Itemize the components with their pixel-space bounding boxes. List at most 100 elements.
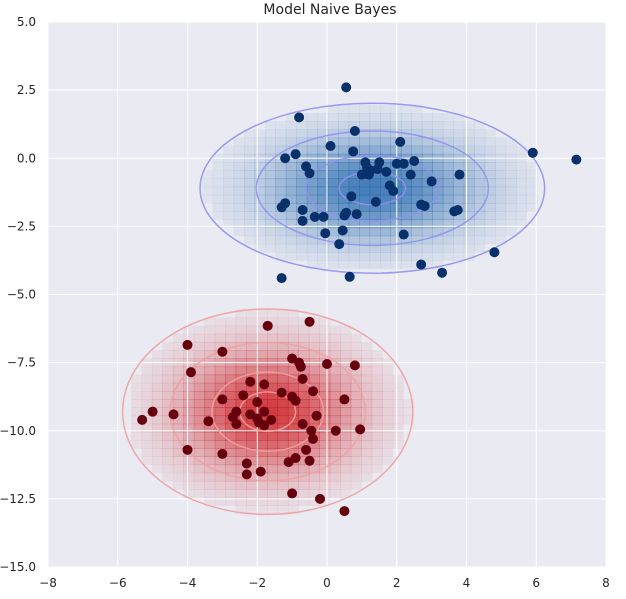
heat-cell-0	[495, 145, 507, 155]
data-point	[405, 169, 416, 180]
heat-cell-0	[285, 145, 297, 155]
heat-cell-1	[371, 423, 383, 433]
heat-cell-0	[275, 227, 287, 237]
heat-cell-1	[392, 423, 404, 433]
data-point	[388, 185, 399, 196]
data-point	[297, 373, 308, 384]
heat-cell-1	[235, 423, 247, 433]
heat-cell-0	[463, 129, 475, 139]
heat-cell-0	[432, 235, 444, 245]
heat-cell-0	[442, 251, 454, 261]
heat-cell-0	[275, 170, 287, 180]
heat-cell-0	[432, 243, 444, 253]
heat-cell-1	[298, 497, 310, 507]
heat-cell-0	[348, 227, 360, 237]
heat-cell-0	[244, 186, 256, 196]
heat-cell-1	[319, 350, 331, 359]
heat-cell-0	[463, 251, 475, 261]
heat-cell-0	[432, 260, 444, 269]
x-tick-label: −6	[109, 576, 127, 590]
heat-cell-0	[359, 219, 371, 229]
heat-cell-0	[327, 186, 339, 196]
heat-cell-0	[432, 211, 444, 220]
heat-cell-1	[214, 456, 226, 466]
heat-cell-0	[411, 145, 423, 155]
heat-cell-0	[411, 243, 423, 253]
heat-cell-1	[340, 431, 352, 441]
heat-cell-0	[421, 194, 433, 204]
heat-cell-0	[306, 113, 318, 122]
data-point	[238, 390, 249, 401]
data-point	[294, 112, 305, 123]
heat-cell-1	[246, 399, 258, 408]
heat-cell-1	[256, 440, 268, 449]
heat-cell-1	[162, 382, 174, 392]
heat-cell-1	[162, 423, 174, 433]
contour-0	[255, 130, 490, 247]
heat-cell-0	[442, 170, 454, 180]
heat-cell-1	[277, 448, 289, 457]
heat-cell-1	[235, 431, 247, 441]
heat-cell-0	[453, 219, 465, 229]
heat-cell-0	[411, 137, 423, 147]
heat-cell-1	[235, 489, 247, 498]
data-point	[231, 418, 242, 429]
heat-cell-1	[162, 399, 174, 408]
heat-cell-0	[296, 121, 308, 130]
heat-cell-1	[246, 497, 258, 507]
heat-cell-0	[306, 202, 318, 212]
heat-cell-1	[287, 472, 299, 482]
heat-cell-0	[380, 178, 392, 188]
heat-cell-1	[287, 448, 299, 457]
heat-cell-1	[256, 350, 268, 359]
heat-cell-0	[421, 113, 433, 122]
heat-cell-1	[319, 407, 331, 417]
data-point	[266, 414, 277, 425]
y-tick-label: 0.0	[17, 151, 36, 165]
heat-cell-1	[361, 350, 373, 359]
heat-cell-0	[442, 235, 454, 245]
heat-cell-0	[442, 137, 454, 147]
heat-cell-1	[308, 440, 320, 449]
heat-cell-0	[432, 113, 444, 122]
heat-cell-1	[287, 374, 299, 384]
heat-cell-0	[474, 219, 486, 229]
heat-cell-0	[317, 129, 329, 139]
heat-cell-0	[254, 243, 266, 253]
heat-cell-0	[359, 137, 371, 147]
heat-cell-1	[162, 464, 174, 474]
heat-cell-0	[411, 113, 423, 122]
heat-cell-1	[214, 480, 226, 490]
heat-cell-0	[223, 162, 235, 171]
heat-cell-0	[317, 170, 329, 180]
heat-cell-0	[400, 211, 412, 220]
heat-cell-1	[172, 390, 184, 400]
heat-cell-0	[254, 194, 266, 204]
heat-cell-0	[348, 235, 360, 245]
heat-cell-1	[235, 382, 247, 392]
heat-cell-1	[141, 431, 153, 441]
heat-cell-0	[442, 178, 454, 188]
heat-cell-0	[453, 178, 465, 188]
contour-1	[121, 308, 414, 516]
heat-cell-1	[350, 333, 362, 343]
heat-cell-0	[421, 145, 433, 155]
heat-cell-1	[319, 382, 331, 392]
heat-cell-1	[246, 505, 258, 515]
heat-cell-1	[172, 366, 184, 376]
y-tick-label: −2.5	[7, 219, 36, 233]
heat-cell-1	[204, 497, 216, 507]
heat-cell-0	[369, 211, 381, 220]
heat-cell-0	[495, 211, 507, 220]
heat-cell-1	[319, 390, 331, 400]
heat-cell-1	[214, 341, 226, 351]
heat-cell-1	[403, 399, 415, 408]
heat-cell-1	[225, 350, 237, 359]
data-point	[182, 444, 193, 455]
heat-cell-1	[287, 333, 299, 343]
heat-cell-0	[306, 260, 318, 269]
heat-cell-0	[484, 219, 496, 229]
heat-cell-0	[390, 211, 402, 220]
heat-cell-1	[382, 431, 394, 441]
heat-cell-1	[403, 407, 415, 417]
